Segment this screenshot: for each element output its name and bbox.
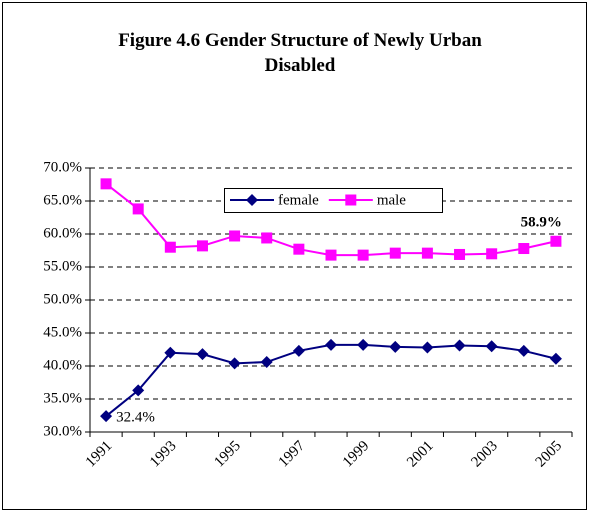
- point: [100, 410, 113, 423]
- point: [549, 352, 562, 365]
- y-tick-label: 50.0%: [43, 291, 82, 307]
- point: [261, 232, 273, 244]
- point: [164, 241, 176, 253]
- x-tick-label: 1997: [276, 438, 309, 471]
- point: [389, 247, 401, 259]
- point: [132, 384, 145, 397]
- point: [389, 340, 402, 353]
- y-tick-label: 30.0%: [43, 423, 82, 439]
- point: [421, 247, 433, 259]
- point: [485, 340, 498, 353]
- point: [421, 341, 434, 354]
- data-label: 58.9%: [521, 215, 562, 231]
- point: [486, 248, 498, 260]
- y-tick-label: 55.0%: [43, 258, 82, 274]
- point: [229, 230, 241, 242]
- legend-marker: [246, 194, 258, 206]
- point: [357, 249, 369, 261]
- x-tick-label: 1993: [147, 438, 180, 471]
- point: [196, 240, 208, 252]
- point: [100, 178, 112, 190]
- x-tick-label: 2001: [404, 438, 437, 471]
- point: [260, 356, 273, 369]
- x-tick-label: 2005: [533, 438, 566, 471]
- point: [164, 346, 177, 359]
- legend-label: female: [278, 192, 319, 208]
- y-tick-label: 70.0%: [43, 159, 82, 175]
- y-tick-label: 65.0%: [43, 192, 82, 208]
- data-label: 32.4%: [116, 410, 155, 426]
- legend-marker: [345, 194, 357, 206]
- point: [196, 348, 209, 361]
- x-tick-label: 2003: [468, 438, 501, 471]
- x-tick-label: 1995: [211, 438, 244, 471]
- point: [550, 235, 562, 247]
- point: [517, 344, 530, 357]
- point: [453, 339, 466, 352]
- y-tick-label: 60.0%: [43, 225, 82, 241]
- point: [325, 338, 337, 351]
- point: [325, 249, 337, 261]
- y-tick-label: 45.0%: [43, 324, 82, 340]
- x-tick-label: 1991: [83, 438, 116, 471]
- chart-title: Figure 4.6 Gender Structure of Newly Urb…: [118, 30, 482, 76]
- y-tick-label: 40.0%: [43, 357, 82, 373]
- x-tick-label: 1999: [340, 438, 373, 471]
- point: [228, 357, 241, 370]
- legend-label: male: [377, 192, 406, 208]
- y-tick-label: 35.0%: [43, 390, 82, 406]
- point: [132, 203, 144, 215]
- point: [518, 243, 530, 255]
- point: [292, 344, 305, 357]
- point: [454, 248, 466, 260]
- point: [357, 338, 370, 351]
- point: [293, 243, 305, 255]
